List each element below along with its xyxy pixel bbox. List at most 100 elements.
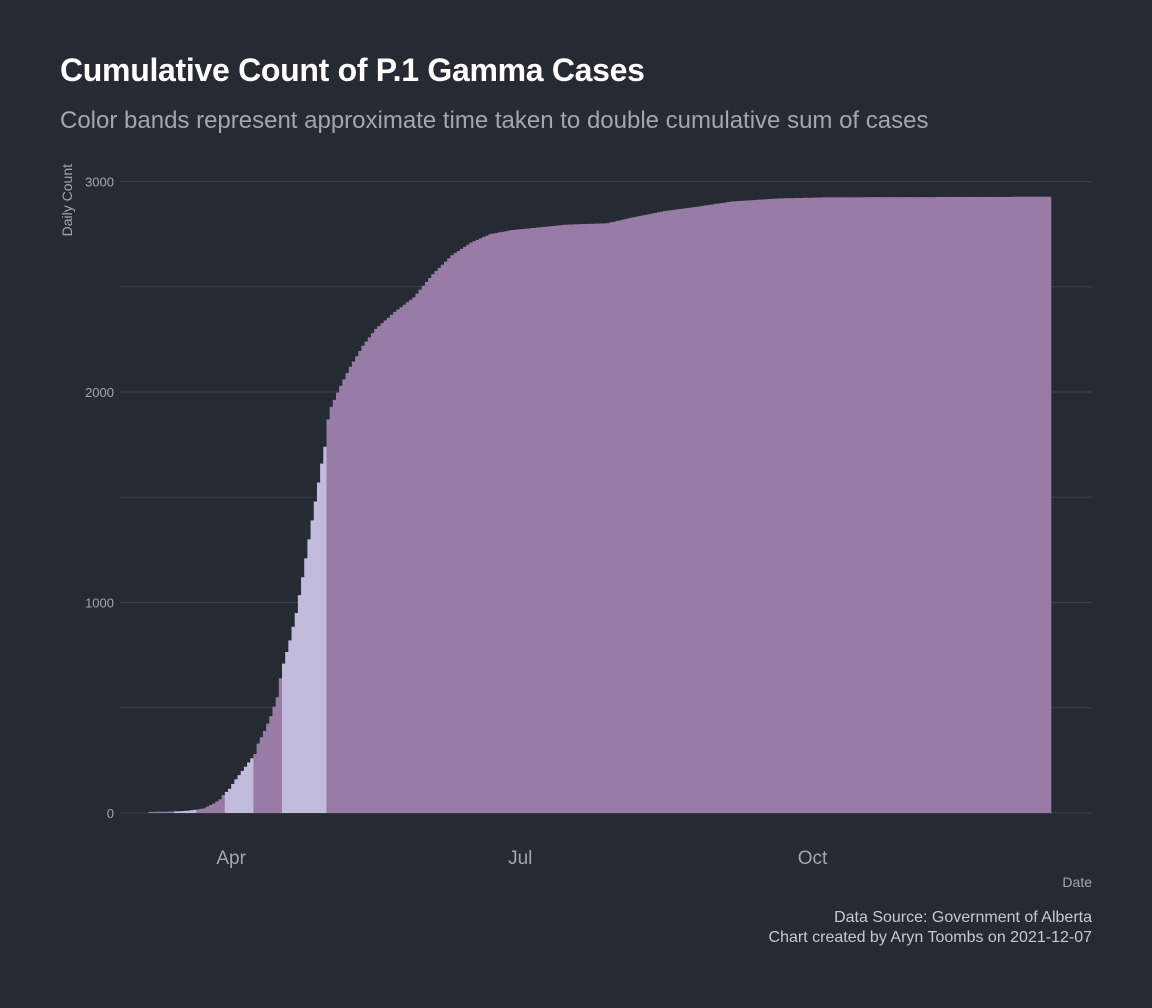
bar: [936, 196, 941, 813]
bar: [653, 212, 658, 813]
bar: [837, 197, 842, 814]
bar: [701, 205, 706, 813]
bar: [1038, 196, 1042, 814]
bar: [860, 197, 864, 814]
bar: [418, 289, 423, 813]
bar: [971, 196, 976, 813]
bar: [494, 232, 499, 813]
bar: [415, 293, 420, 813]
bar: [456, 251, 461, 813]
bar: [917, 197, 922, 813]
bar: [196, 809, 201, 813]
bar: [396, 309, 401, 813]
bar: [669, 210, 674, 813]
bar: [707, 204, 712, 813]
bar: [409, 299, 413, 813]
bar: [193, 809, 197, 813]
bar: [977, 196, 982, 813]
bar: [1015, 196, 1020, 814]
bar: [466, 244, 471, 813]
bar: [850, 197, 855, 814]
bar: [825, 197, 829, 814]
bar: [393, 312, 397, 813]
bar: [431, 274, 436, 813]
bar: [459, 248, 464, 814]
bar: [301, 577, 305, 813]
bar: [380, 323, 385, 813]
bar: [606, 223, 610, 813]
y-axis-ticks: 0 1000 2000 3000: [85, 175, 114, 821]
bar: [532, 227, 537, 813]
bar: [1034, 196, 1039, 814]
bar: [205, 806, 210, 813]
bar: [866, 197, 871, 813]
bar: [586, 223, 591, 813]
bar: [386, 317, 391, 813]
bar: [949, 196, 953, 813]
bar: [933, 197, 937, 813]
bar: [961, 196, 966, 813]
bar: [186, 810, 191, 813]
bar: [856, 197, 861, 814]
bar: [580, 224, 585, 814]
bar: [529, 228, 534, 814]
bar: [472, 241, 477, 813]
bar: [615, 220, 620, 813]
bar: [199, 808, 204, 813]
bar: [304, 558, 309, 813]
bar: [704, 205, 709, 814]
bar: [399, 307, 404, 813]
bar: [764, 199, 769, 813]
bar: [513, 229, 518, 813]
bar: [574, 224, 579, 814]
bar: [996, 196, 1001, 813]
bar: [774, 198, 779, 813]
bar: [561, 224, 566, 813]
bar: [682, 208, 687, 813]
bar: [170, 811, 175, 813]
bar: [752, 200, 756, 814]
bar: [621, 219, 626, 813]
y-tick-label: 2000: [85, 385, 114, 400]
bar: [437, 267, 442, 813]
bar: [939, 196, 944, 813]
bar: [876, 197, 880, 813]
bar: [488, 234, 493, 813]
bar: [421, 285, 426, 813]
bar: [212, 803, 216, 813]
bar: [355, 356, 359, 813]
bar: [383, 320, 388, 813]
bar: [180, 811, 185, 813]
bar: [888, 197, 893, 813]
bar: [822, 197, 826, 814]
bar: [910, 197, 915, 813]
bar: [539, 227, 544, 814]
bar: [262, 730, 267, 813]
bar: [647, 214, 652, 813]
bar: [685, 208, 690, 814]
bar: [717, 203, 721, 813]
bar: [167, 811, 172, 813]
bar: [218, 799, 223, 813]
bar: [796, 197, 801, 814]
bar: [694, 206, 699, 813]
x-tick-label: Jul: [508, 848, 532, 869]
bar: [253, 754, 258, 813]
bar: [558, 225, 563, 814]
bar: [221, 795, 226, 813]
bar: [771, 198, 775, 813]
bar: [666, 210, 671, 813]
bar: [332, 399, 337, 813]
bar: [625, 218, 629, 813]
bar: [412, 297, 417, 814]
bar: [612, 221, 617, 813]
bar: [526, 228, 531, 813]
x-axis-ticks: Apr Jul Oct: [216, 848, 828, 869]
bar: [644, 214, 648, 813]
bar: [987, 196, 991, 813]
bar: [504, 231, 509, 814]
bar: [844, 197, 849, 814]
bar: [920, 197, 925, 813]
bar: [926, 197, 931, 813]
bar: [564, 224, 569, 814]
